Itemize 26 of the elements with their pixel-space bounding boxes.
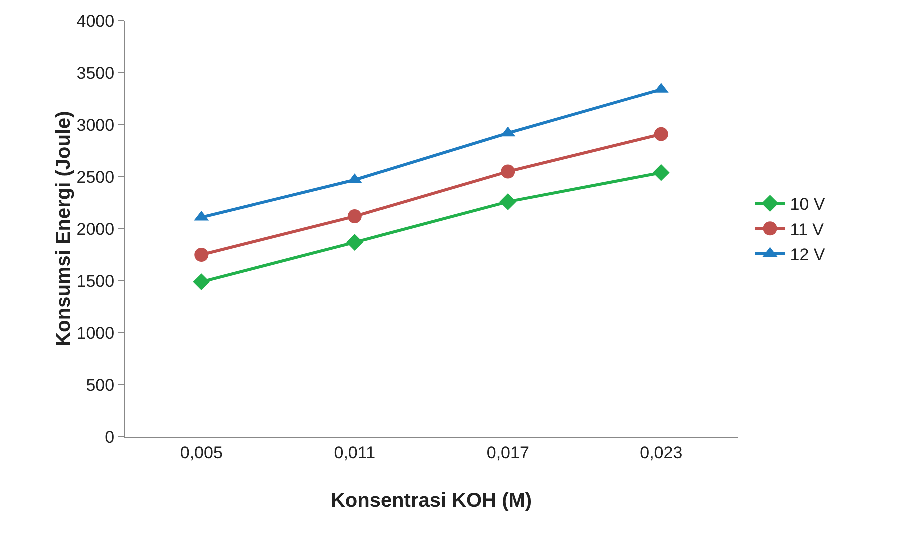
y-axis-title: Konsumsi Energi (Joule) — [52, 111, 75, 347]
point — [348, 210, 362, 224]
y-tick-label: 2500 — [76, 168, 115, 187]
x-tick-label: 0,005 — [180, 443, 223, 462]
point — [346, 234, 364, 251]
y-tick-label: 1500 — [76, 272, 115, 291]
y-tick-label: 3000 — [76, 116, 115, 135]
point — [194, 248, 209, 262]
y-tick-label: 500 — [86, 376, 115, 395]
y-tick-label: 1000 — [76, 324, 115, 343]
legend-label: 11 V — [790, 220, 825, 240]
y-tick-label: 3500 — [76, 64, 115, 83]
legend-label: 12 V — [790, 245, 826, 264]
y-tick-label: 4000 — [76, 12, 115, 31]
legend-label: 10 V — [790, 195, 826, 214]
x-tick-label: 0,017 — [486, 443, 530, 462]
point — [501, 164, 516, 179]
y-tick-label: 0 — [105, 428, 115, 447]
x-axis-title: Konsentrasi KOH (M) — [330, 490, 532, 512]
y-tick-label: 2000 — [76, 220, 115, 239]
x-tick-label: 0,011 — [334, 443, 376, 462]
point — [652, 164, 670, 182]
x-tick-label: 0,023 — [640, 443, 683, 462]
point — [500, 194, 517, 210]
point — [193, 274, 210, 290]
point — [654, 127, 668, 142]
